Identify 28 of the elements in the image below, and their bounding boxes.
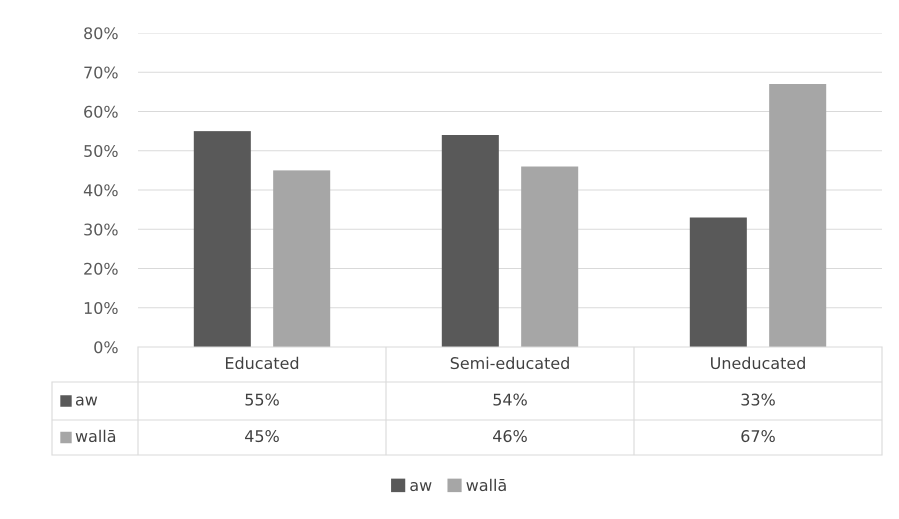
text: aw	[410, 482, 432, 492]
y-tick-label: 80%	[84, 27, 118, 40]
bar	[690, 217, 747, 347]
y-tick-label: 50%	[84, 144, 118, 158]
bar	[769, 84, 826, 347]
y-tick-label: 20%	[84, 262, 118, 275]
y-tick-label: 40%	[84, 184, 118, 196]
data-label: 45%	[245, 430, 279, 442]
bar	[194, 131, 251, 347]
y-tick-label: 70%	[84, 66, 118, 79]
x-tick-label: Uneducated	[711, 356, 805, 370]
data-label: 55%	[245, 394, 279, 406]
y-tick-label: 60%	[84, 106, 118, 118]
data-label: 67%	[741, 430, 775, 442]
y-tick-label: 10%	[84, 302, 118, 314]
x-tick-label: Educated	[226, 356, 298, 370]
bar	[273, 170, 330, 347]
legend-label: aw	[76, 396, 98, 406]
data-label: 54%	[493, 394, 527, 406]
bar	[442, 135, 499, 347]
legend-label: wallā	[466, 478, 506, 492]
y-tick-label: 0%	[94, 341, 118, 354]
x-tick-label: Semi-educated	[450, 356, 569, 370]
y-tick-label: 30%	[84, 223, 118, 236]
bar	[521, 166, 578, 347]
text: wallā	[76, 430, 116, 442]
data-label: 46%	[493, 430, 527, 442]
data-label: 33%	[741, 394, 775, 406]
